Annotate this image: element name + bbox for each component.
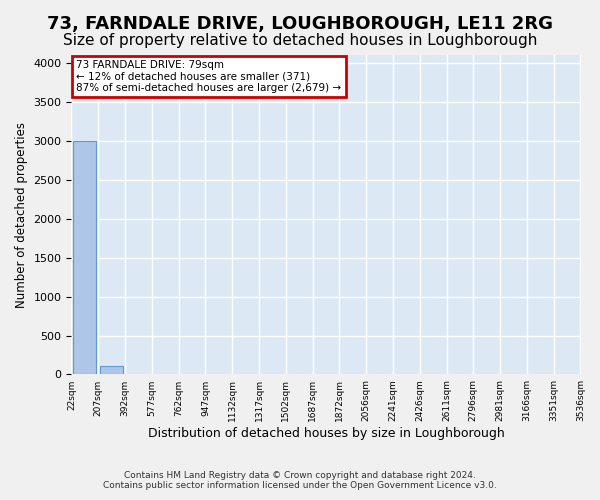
- Text: Size of property relative to detached houses in Loughborough: Size of property relative to detached ho…: [63, 32, 537, 48]
- Text: 73 FARNDALE DRIVE: 79sqm
← 12% of detached houses are smaller (371)
87% of semi-: 73 FARNDALE DRIVE: 79sqm ← 12% of detach…: [76, 60, 341, 93]
- X-axis label: Distribution of detached houses by size in Loughborough: Distribution of detached houses by size …: [148, 427, 505, 440]
- Text: Contains HM Land Registry data © Crown copyright and database right 2024.
Contai: Contains HM Land Registry data © Crown c…: [103, 470, 497, 490]
- Bar: [73, 142, 96, 374]
- Y-axis label: Number of detached properties: Number of detached properties: [15, 122, 28, 308]
- Bar: [100, 366, 123, 374]
- Text: 73, FARNDALE DRIVE, LOUGHBOROUGH, LE11 2RG: 73, FARNDALE DRIVE, LOUGHBOROUGH, LE11 2…: [47, 15, 553, 33]
